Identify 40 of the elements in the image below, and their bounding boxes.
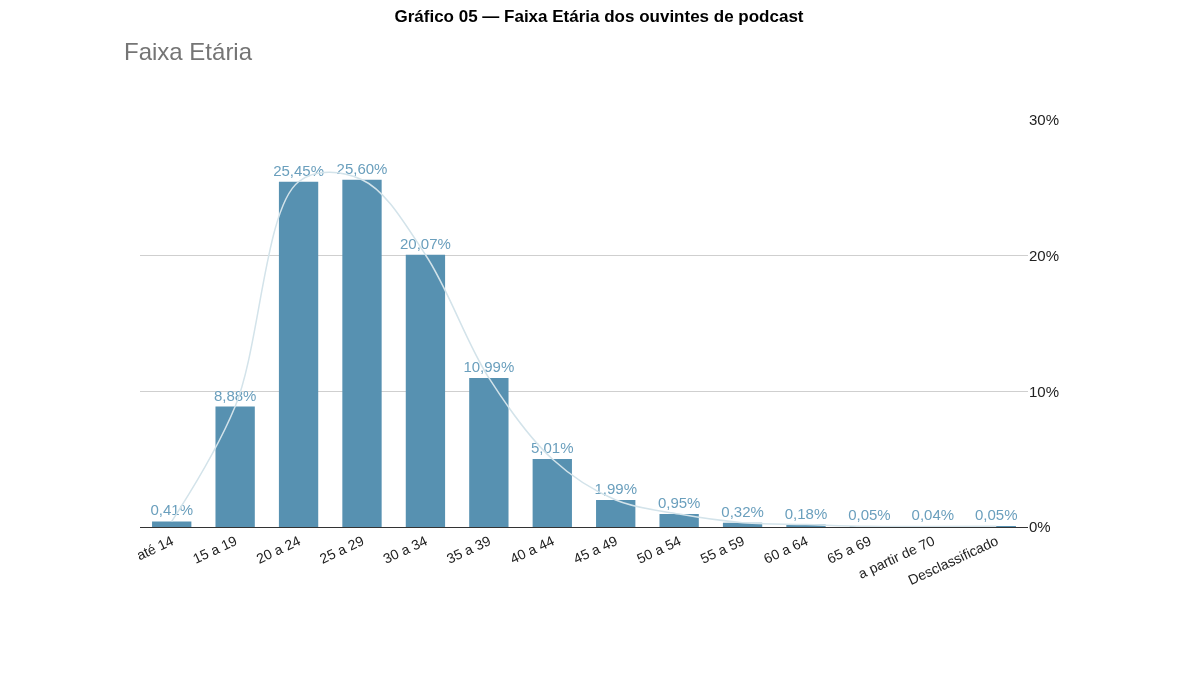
data-label: 0,05% xyxy=(848,506,891,523)
bar xyxy=(342,179,382,527)
data-label: 0,18% xyxy=(784,504,828,522)
data-label: 10,99% xyxy=(463,357,515,375)
x-tick-label: 25 a 29 xyxy=(317,532,367,567)
bar xyxy=(278,181,319,527)
bar xyxy=(659,514,699,527)
x-tick-label: 55 a 59 xyxy=(697,532,747,567)
data-label: 1,99% xyxy=(594,480,637,497)
data-label: 0,05% xyxy=(975,506,1018,523)
chart-subtitle: Faixa Etária xyxy=(124,38,253,65)
data-label: 0,41% xyxy=(150,501,193,519)
data-label: 0,32% xyxy=(721,502,764,520)
bar xyxy=(532,459,572,527)
x-tick-label: 35 a 39 xyxy=(443,532,494,567)
x-tick-label: 60 a 64 xyxy=(761,532,811,567)
x-tick-label: 20 a 24 xyxy=(253,532,303,567)
data-label: 0,04% xyxy=(911,506,955,523)
x-tick-label: 30 a 34 xyxy=(380,532,430,567)
x-tick-label: 45 a 49 xyxy=(570,532,621,567)
data-label: 8,88% xyxy=(213,386,257,404)
data-label: 25,45% xyxy=(273,161,325,179)
bar xyxy=(469,377,509,527)
bar xyxy=(405,254,446,527)
y-tick-label: 0% xyxy=(1029,518,1051,536)
data-label: 0,95% xyxy=(657,494,701,512)
bar xyxy=(215,406,255,527)
x-tick-label: 15 a 19 xyxy=(190,532,240,567)
data-label: 5,01% xyxy=(531,439,574,457)
y-tick-label: 30% xyxy=(1029,111,1060,129)
bar xyxy=(596,500,636,527)
data-label: 25,60% xyxy=(336,159,388,177)
x-tick-label: 50 a 54 xyxy=(634,532,684,567)
bar xyxy=(152,521,192,527)
y-tick-label: 20% xyxy=(1029,246,1060,264)
x-tick-label: 40 a 44 xyxy=(507,532,557,567)
chart-title: Gráfico 05 — Faixa Etária dos ouvintes de podcast xyxy=(394,7,804,27)
data-label: 20,07% xyxy=(399,234,451,252)
y-tick-label: 10% xyxy=(1029,382,1060,400)
x-tick-label: até 14 xyxy=(133,532,177,564)
